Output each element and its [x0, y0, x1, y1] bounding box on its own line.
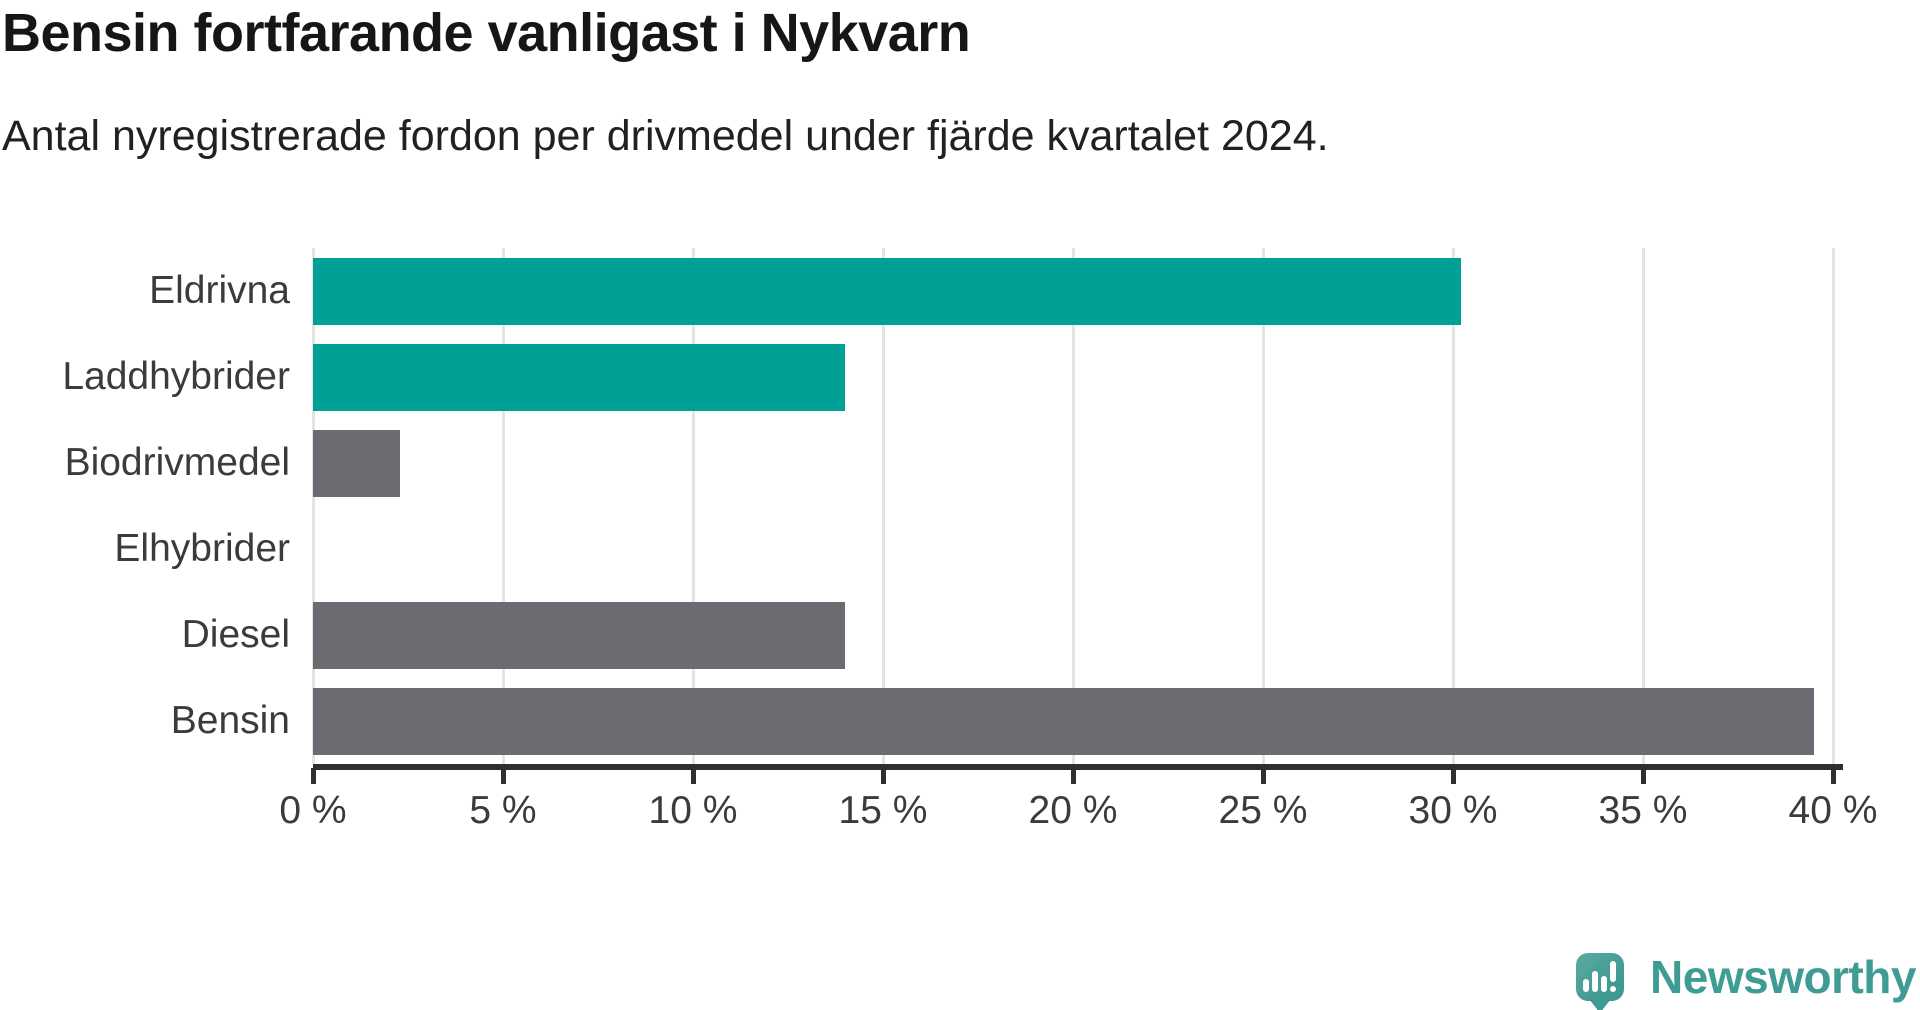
x-tick-label: 30 % — [1408, 789, 1498, 832]
plot-area — [311, 248, 1843, 764]
x-axis-tick — [310, 768, 316, 784]
bar-diesel — [313, 601, 845, 669]
x-tick-label: 25 % — [1218, 789, 1308, 832]
category-label-laddhybrider: Laddhybrider — [62, 355, 290, 398]
x-tick-label: 10 % — [648, 789, 738, 832]
x-axis-tick — [1830, 768, 1836, 784]
gridline — [1641, 248, 1645, 764]
category-label-elhybrider: Elhybrider — [114, 527, 290, 570]
x-axis-tick — [1070, 768, 1076, 784]
category-label-bensin: Bensin — [170, 699, 290, 742]
x-axis-tick — [1260, 768, 1266, 784]
x-tick-label: 15 % — [838, 789, 928, 832]
newsworthy-logo: Newsworthy — [1576, 950, 1916, 1010]
bar-bensin — [313, 687, 1814, 755]
gridline — [1451, 248, 1455, 764]
x-axis-tick — [500, 768, 506, 784]
category-axis: Eldrivna Laddhybrider Biodrivmedel Elhybrid… — [0, 248, 290, 764]
chart-subtitle: Antal nyregistrerade fordon per drivmede… — [2, 112, 1329, 160]
x-axis-line — [313, 764, 1843, 770]
x-axis-tick — [1450, 768, 1456, 784]
chart-title: Bensin fortfarande vanligast i Nykvarn — [2, 3, 971, 63]
x-tick-label: 0 % — [279, 789, 347, 832]
logo-bar-icon — [1592, 971, 1599, 992]
category-label-eldrivna: Eldrivna — [149, 269, 290, 312]
gridline — [311, 248, 315, 764]
newsworthy-logo-text: Newsworthy — [1650, 951, 1916, 1003]
x-axis-tick — [690, 768, 696, 784]
bar-biodrivmedel — [313, 429, 401, 497]
logo-exclamation-dot-icon — [1610, 986, 1617, 992]
x-axis-tick — [1640, 768, 1646, 784]
gridline — [691, 248, 695, 764]
logo-bar-icon — [1583, 979, 1590, 992]
gridline — [1831, 248, 1835, 764]
x-tick-label: 40 % — [1788, 789, 1878, 832]
category-label-diesel: Diesel — [181, 613, 290, 656]
logo-bubble-tail — [1589, 999, 1612, 1010]
bar-eldrivna — [313, 257, 1461, 325]
gridline — [1261, 248, 1265, 764]
gridline — [881, 248, 885, 764]
x-tick-label: 20 % — [1028, 789, 1118, 832]
logo-exclamation-icon — [1610, 961, 1617, 982]
x-tick-label: 35 % — [1598, 789, 1688, 832]
logo-bar-icon — [1601, 976, 1608, 992]
newsworthy-bubble-icon — [1576, 953, 1625, 1010]
x-tick-label: 5 % — [469, 789, 537, 832]
category-label-biodrivmedel: Biodrivmedel — [64, 441, 290, 484]
x-axis-tick — [880, 768, 886, 784]
gridline — [501, 248, 505, 764]
bar-laddhybrider — [313, 343, 845, 411]
gridline — [1071, 248, 1075, 764]
